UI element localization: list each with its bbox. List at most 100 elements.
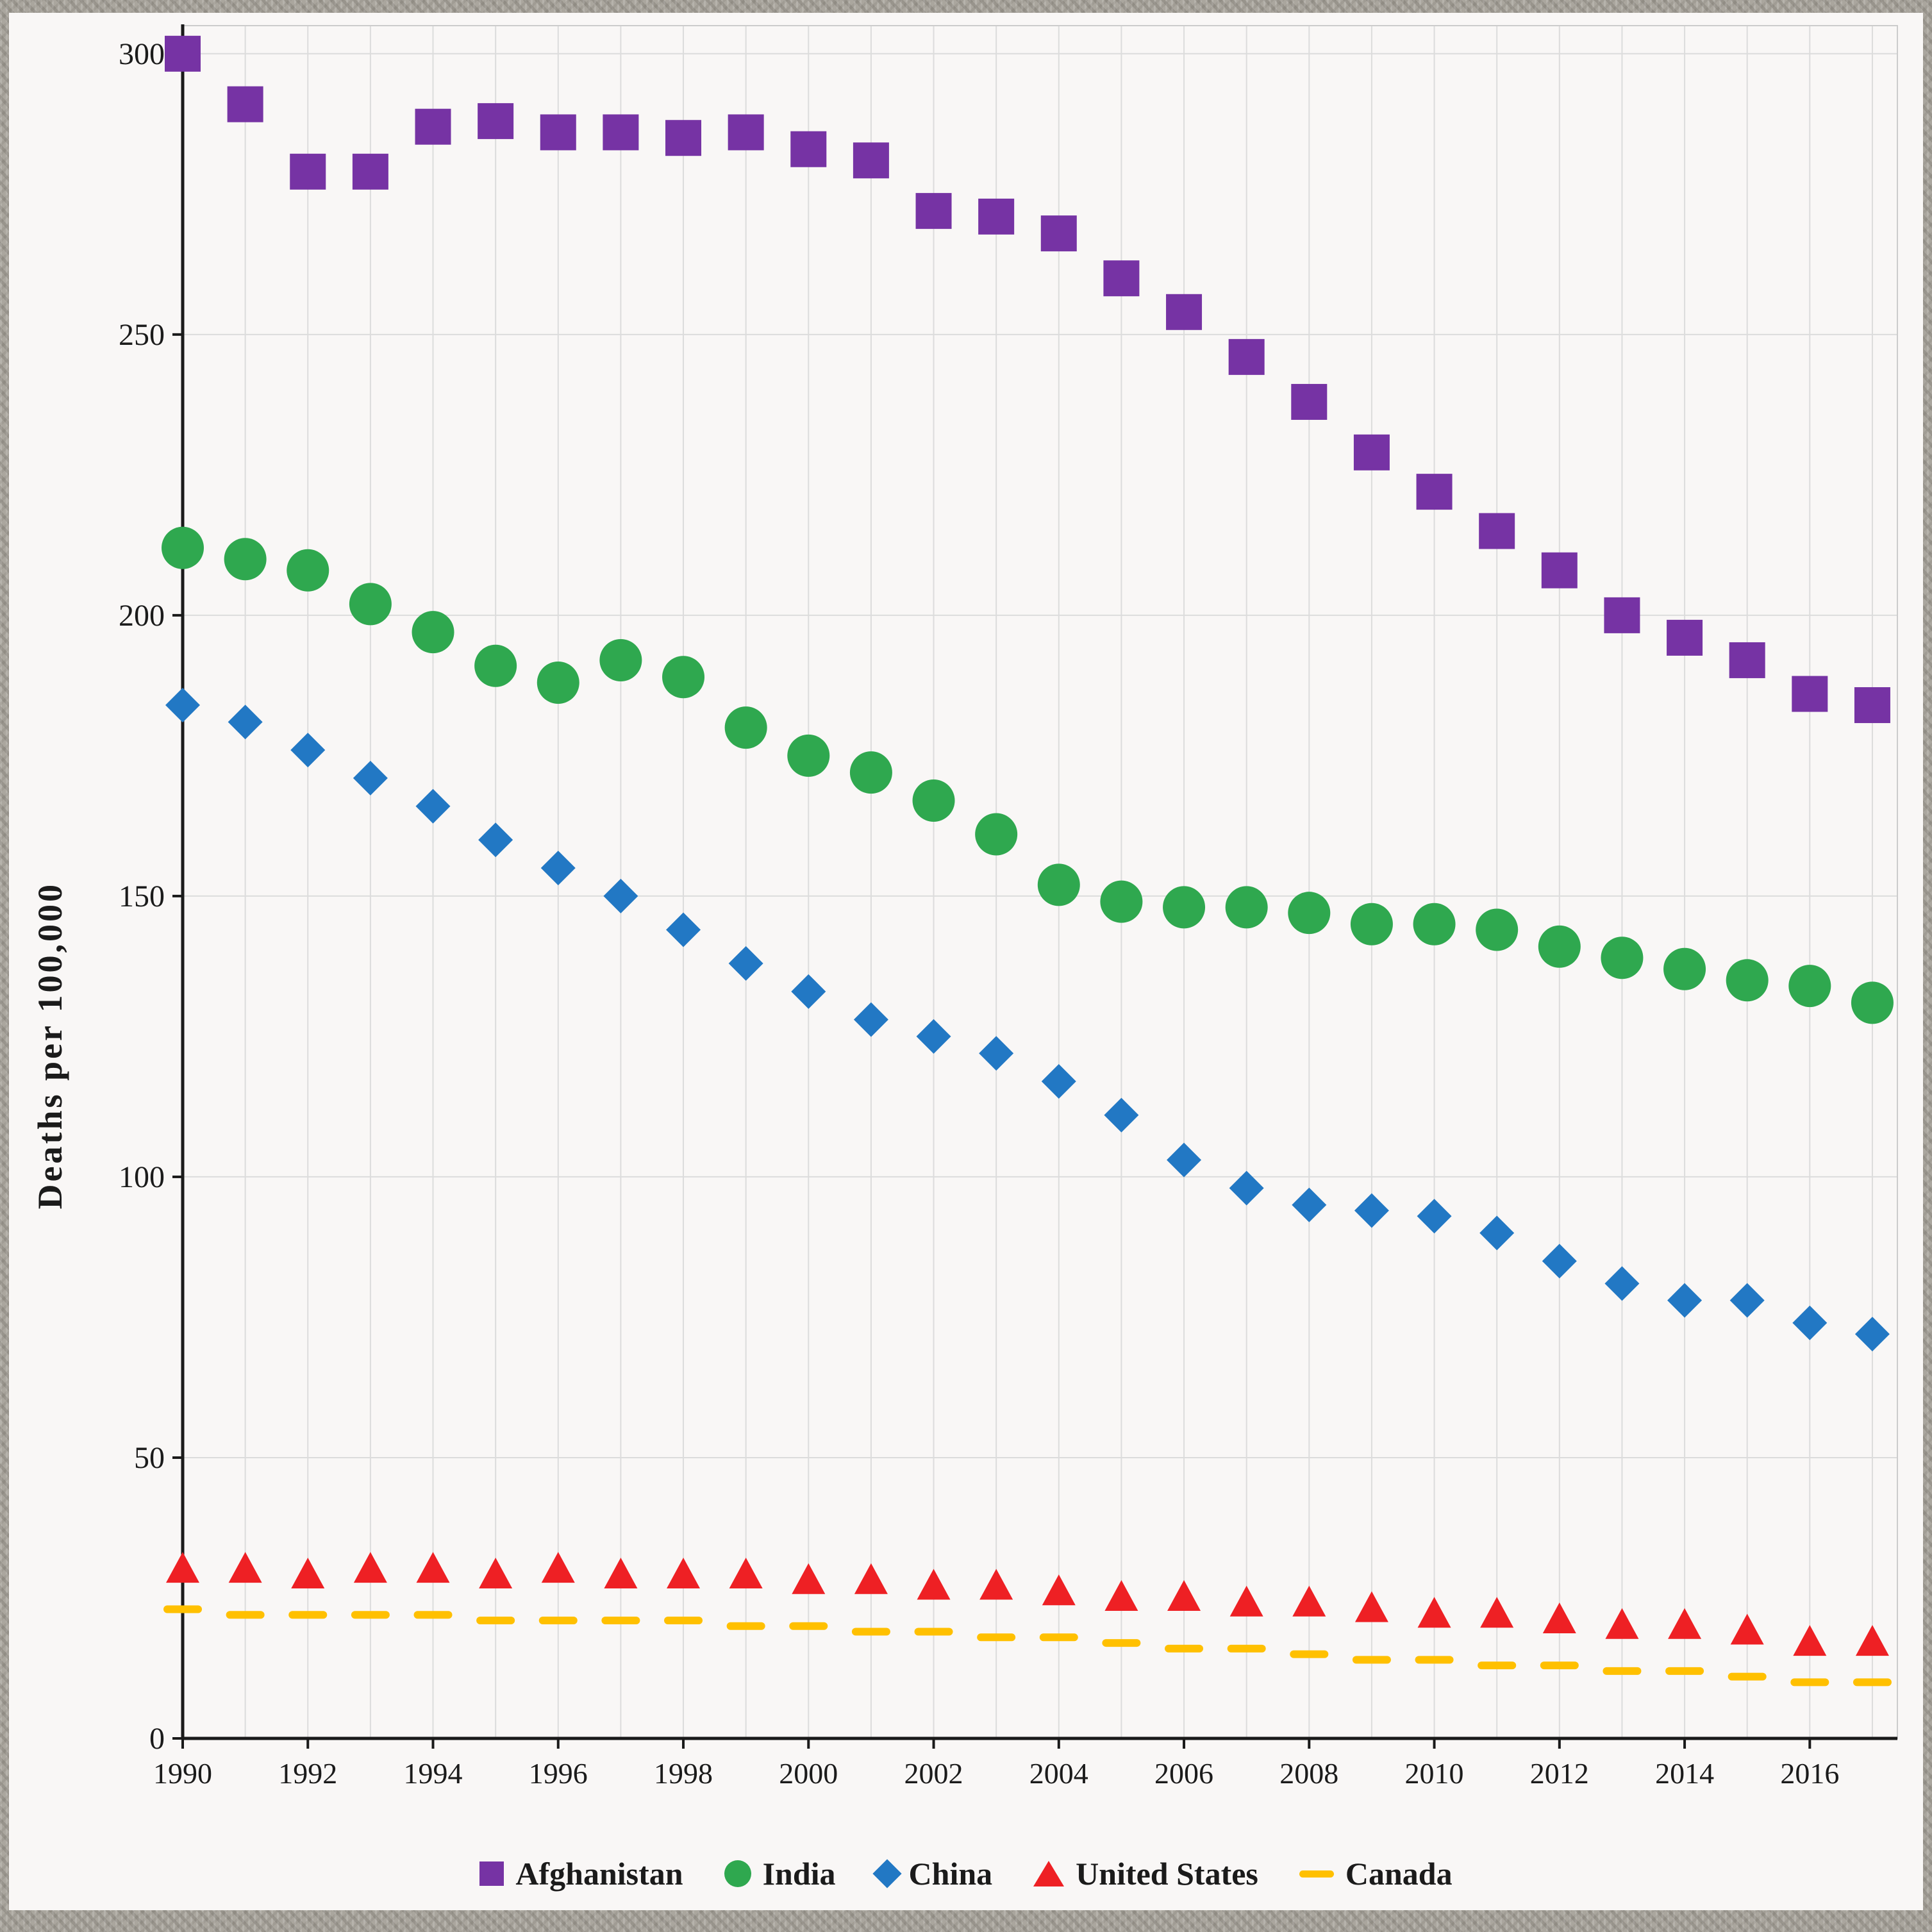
data-point-afghanistan: [1792, 676, 1828, 712]
data-point-india: [1163, 886, 1206, 929]
data-point-china: [1417, 1199, 1452, 1234]
x-tick-label: 2000: [779, 1757, 838, 1790]
data-point-china: [165, 688, 200, 723]
data-point-canada: [914, 1628, 953, 1636]
data-point-india: [1225, 886, 1268, 929]
data-point-afghanistan: [1667, 619, 1703, 656]
data-point-afghanistan: [352, 153, 388, 190]
data-point-india: [1476, 908, 1519, 951]
data-point-china: [478, 822, 513, 858]
data-point-canada: [1227, 1644, 1266, 1653]
data-point-china: [603, 878, 638, 913]
data-point-china: [1041, 1064, 1076, 1099]
data-point-afghanistan: [790, 131, 827, 167]
data-point-united-states: [166, 1552, 199, 1583]
data-point-india: [1100, 880, 1143, 923]
data-point-canada: [1039, 1633, 1078, 1642]
data-point-canada: [288, 1611, 328, 1619]
data-point-afghanistan: [1103, 260, 1140, 297]
data-point-united-states: [979, 1569, 1013, 1600]
y-tick-label: 150: [119, 879, 165, 913]
data-point-united-states: [1855, 1625, 1889, 1656]
data-point-united-states: [1229, 1585, 1263, 1617]
x-tick-label: 2012: [1530, 1757, 1589, 1790]
data-point-canada: [664, 1617, 703, 1625]
data-point-china: [1792, 1305, 1828, 1340]
data-point-afghanistan: [1729, 642, 1765, 678]
data-point-canada: [1165, 1644, 1204, 1653]
data-point-china: [1354, 1193, 1389, 1228]
data-point-afghanistan: [978, 198, 1015, 235]
data-point-canada: [226, 1611, 265, 1619]
data-point-united-states: [1104, 1579, 1138, 1611]
data-point-china: [1292, 1187, 1327, 1222]
data-point-afghanistan: [1040, 215, 1077, 252]
legend-item-china: China: [872, 1855, 993, 1892]
data-point-united-states: [1042, 1574, 1076, 1606]
data-point-india: [1788, 965, 1831, 1008]
data-point-united-states: [1668, 1608, 1702, 1639]
square-marker-icon: [479, 1861, 504, 1886]
data-point-china: [1104, 1097, 1139, 1133]
data-point-afghanistan: [290, 153, 326, 190]
data-point-china: [728, 946, 763, 981]
x-tick-label: 1994: [404, 1757, 463, 1790]
data-point-afghanistan: [1604, 597, 1640, 633]
data-point-china: [791, 974, 826, 1009]
data-point-united-states: [792, 1563, 826, 1594]
data-point-afghanistan: [1416, 474, 1453, 510]
data-point-india: [912, 779, 955, 822]
data-point-canada: [1540, 1661, 1579, 1670]
data-point-united-states: [1167, 1579, 1201, 1611]
x-tick-label: 2004: [1029, 1757, 1088, 1790]
legend-label: Canada: [1345, 1856, 1453, 1892]
legend-item-afghanistan: Afghanistan: [479, 1855, 683, 1892]
x-tick-label: 2010: [1405, 1757, 1464, 1790]
data-point-canada: [1853, 1678, 1892, 1686]
data-point-united-states: [667, 1557, 701, 1588]
data-point-afghanistan: [1228, 338, 1265, 375]
data-point-united-states: [917, 1569, 951, 1600]
data-point-afghanistan: [1353, 434, 1390, 471]
data-point-china: [353, 760, 388, 795]
data-point-canada: [1415, 1656, 1454, 1664]
data-point-canada: [726, 1622, 765, 1630]
data-point-india: [787, 734, 830, 777]
data-point-afghanistan: [1166, 294, 1203, 330]
data-point-india: [599, 638, 642, 681]
data-point-canada: [601, 1617, 640, 1625]
legend-label: China: [908, 1856, 993, 1892]
x-tick-label: 1990: [153, 1757, 212, 1790]
dash-marker-icon: [1299, 1870, 1334, 1878]
data-point-united-states: [479, 1557, 513, 1588]
diamond-marker-icon: [872, 1859, 902, 1888]
data-point-india: [724, 706, 767, 749]
data-point-afghanistan: [1854, 687, 1890, 724]
data-point-canada: [413, 1611, 453, 1619]
x-tick-label: 1998: [654, 1757, 713, 1790]
data-point-canada: [351, 1611, 390, 1619]
data-point-canada: [1102, 1639, 1141, 1647]
data-point-afghanistan: [853, 142, 889, 179]
data-point-united-states: [1417, 1597, 1451, 1628]
data-point-china: [415, 788, 451, 824]
triangle-marker-icon: [1033, 1861, 1065, 1886]
data-point-united-states: [1480, 1597, 1514, 1628]
data-point-china: [1604, 1266, 1640, 1301]
data-point-india: [287, 549, 329, 592]
legend-label: United States: [1076, 1856, 1258, 1892]
data-point-india: [1726, 959, 1769, 1002]
data-point-united-states: [228, 1552, 262, 1583]
data-point-united-states: [604, 1557, 638, 1588]
data-point-china: [1542, 1244, 1577, 1279]
data-point-china: [228, 704, 263, 740]
data-point-united-states: [1354, 1591, 1388, 1622]
data-point-india: [1350, 903, 1393, 945]
y-tick-label: 300: [119, 37, 165, 71]
legend-item-canada: Canada: [1299, 1855, 1453, 1892]
legend-label: Afghanistan: [515, 1856, 683, 1892]
data-point-india: [1601, 937, 1644, 979]
data-point-china: [1854, 1317, 1890, 1352]
data-point-china: [1667, 1283, 1703, 1318]
x-tick-label: 1996: [529, 1757, 588, 1790]
